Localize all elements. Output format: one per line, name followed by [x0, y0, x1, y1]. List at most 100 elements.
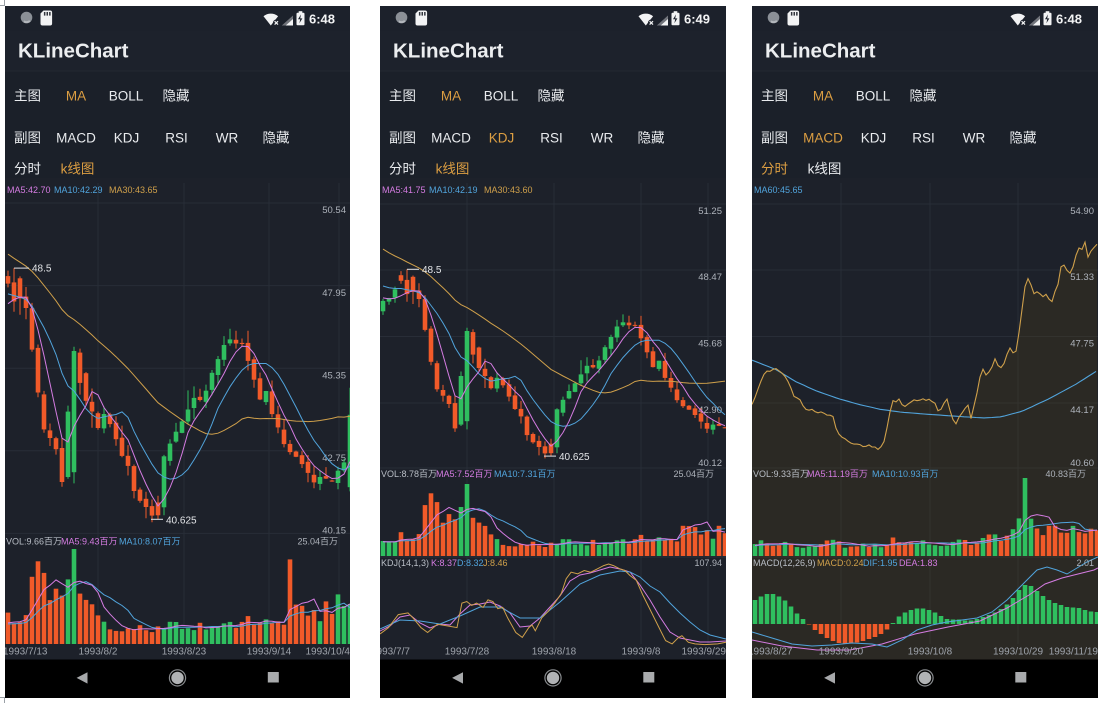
- svg-text:47.75: 47.75: [1070, 339, 1094, 350]
- svg-text:1993/7/7: 1993/7/7: [380, 647, 410, 658]
- svg-text:1993/8/18: 1993/8/18: [532, 647, 577, 658]
- svg-text:副图: 副图: [389, 131, 416, 146]
- svg-text:40.12: 40.12: [698, 458, 722, 469]
- svg-text:MA: MA: [441, 89, 461, 104]
- svg-text:1993/8/23: 1993/8/23: [162, 647, 207, 658]
- svg-text:分时: 分时: [14, 162, 41, 177]
- svg-text:40.625: 40.625: [559, 452, 590, 463]
- svg-text:1993/7/13: 1993/7/13: [5, 647, 48, 658]
- svg-text:隐藏: 隐藏: [538, 89, 566, 104]
- svg-text:KLineChart: KLineChart: [765, 40, 876, 63]
- svg-text:k线图: k线图: [61, 162, 95, 177]
- svg-text:KDJ: KDJ: [114, 131, 140, 146]
- svg-text:隐藏: 隐藏: [638, 131, 666, 146]
- svg-text:WR: WR: [216, 131, 239, 146]
- svg-text:KDJ(14,1,3): KDJ(14,1,3): [381, 558, 429, 568]
- svg-text:44.17: 44.17: [1070, 405, 1094, 416]
- svg-text:42.90: 42.90: [698, 405, 722, 416]
- svg-text:6:48: 6:48: [309, 12, 335, 27]
- svg-text:40.15: 40.15: [322, 526, 346, 537]
- svg-text:VOL:9.33百万: VOL:9.33百万: [753, 469, 809, 479]
- svg-text:1993/10/4: 1993/10/4: [306, 647, 351, 658]
- svg-text:50.54: 50.54: [322, 205, 346, 216]
- svg-text:MACD: MACD: [56, 131, 96, 146]
- svg-text:主图: 主图: [14, 89, 41, 104]
- svg-text:WR: WR: [963, 131, 986, 146]
- svg-text:WR: WR: [591, 131, 614, 146]
- svg-text:k线图: k线图: [436, 162, 470, 177]
- svg-text:40.60: 40.60: [1070, 458, 1094, 469]
- svg-text:48.5: 48.5: [422, 265, 442, 276]
- svg-text:副图: 副图: [761, 131, 788, 146]
- svg-text:1993/11/19: 1993/11/19: [1049, 647, 1098, 658]
- svg-text:主图: 主图: [389, 89, 416, 104]
- svg-text:MA: MA: [66, 89, 86, 104]
- svg-text:分时: 分时: [389, 162, 416, 177]
- svg-text:1993/9/20: 1993/9/20: [819, 647, 864, 658]
- svg-text:1993/10/29: 1993/10/29: [993, 647, 1043, 658]
- svg-text:隐藏: 隐藏: [1010, 131, 1038, 146]
- svg-text:48.47: 48.47: [698, 272, 722, 283]
- svg-text:KDJ: KDJ: [861, 131, 887, 146]
- svg-text:MA5:11.19百万: MA5:11.19百万: [807, 469, 868, 479]
- svg-text:BOLL: BOLL: [856, 89, 891, 104]
- svg-text:40.83百万: 40.83百万: [1045, 469, 1086, 479]
- svg-text:DEA:1.83: DEA:1.83: [899, 558, 938, 568]
- svg-text:51.33: 51.33: [1070, 272, 1094, 283]
- svg-text:107.94: 107.94: [694, 558, 722, 568]
- svg-text:隐藏: 隐藏: [263, 131, 290, 146]
- svg-text:分时: 分时: [761, 162, 788, 177]
- svg-text:VOL:8.78百万: VOL:8.78百万: [381, 469, 437, 479]
- svg-text:6:49: 6:49: [684, 12, 710, 27]
- svg-text:MA5:7.52百万: MA5:7.52百万: [436, 469, 493, 479]
- svg-text:45.35: 45.35: [322, 370, 346, 381]
- svg-text:2.01: 2.01: [1076, 558, 1094, 568]
- svg-text:BOLL: BOLL: [109, 89, 144, 104]
- svg-text:RSI: RSI: [912, 131, 935, 146]
- svg-text:MACD(12,26,9): MACD(12,26,9): [753, 558, 816, 568]
- svg-text:J:8.46: J:8.46: [483, 558, 508, 568]
- svg-text:MA5:42.70: MA5:42.70: [7, 185, 51, 195]
- svg-text:42.75: 42.75: [322, 453, 346, 464]
- svg-text:40.625: 40.625: [166, 515, 197, 526]
- svg-text:RSI: RSI: [540, 131, 563, 146]
- svg-text:K:8.37: K:8.37: [431, 558, 457, 568]
- svg-text:48.5: 48.5: [32, 264, 52, 275]
- svg-text:25.04百万: 25.04百万: [673, 469, 714, 479]
- svg-text:MA30:43.65: MA30:43.65: [109, 185, 158, 195]
- svg-text:1993/7/28: 1993/7/28: [445, 647, 490, 658]
- svg-text:25.04百万: 25.04百万: [297, 537, 338, 547]
- svg-text:1993/9/8: 1993/9/8: [622, 647, 661, 658]
- svg-text:6:48: 6:48: [1056, 12, 1082, 27]
- svg-text:1993/8/2: 1993/8/2: [79, 647, 118, 658]
- svg-text:45.68: 45.68: [698, 339, 722, 350]
- svg-text:MA10:42.29: MA10:42.29: [54, 185, 103, 195]
- svg-text:MA60:45.65: MA60:45.65: [754, 185, 803, 195]
- svg-text:MA30:43.60: MA30:43.60: [484, 185, 533, 195]
- svg-text:BOLL: BOLL: [484, 89, 519, 104]
- svg-text:1993/9/29: 1993/9/29: [682, 647, 727, 658]
- svg-text:1993/8/27: 1993/8/27: [752, 647, 793, 658]
- svg-text:MA10:7.31百万: MA10:7.31百万: [494, 469, 556, 479]
- svg-text:隐藏: 隐藏: [910, 89, 938, 104]
- svg-text:47.95: 47.95: [322, 288, 346, 299]
- svg-text:隐藏: 隐藏: [163, 89, 190, 104]
- svg-text:1993/10/8: 1993/10/8: [908, 647, 953, 658]
- svg-text:VOL:9.66百万: VOL:9.66百万: [6, 537, 62, 547]
- svg-text:MA10:10.93百万: MA10:10.93百万: [872, 469, 939, 479]
- svg-text:MA10:42.19: MA10:42.19: [429, 185, 478, 195]
- svg-text:MACD:0.24: MACD:0.24: [817, 558, 864, 568]
- svg-text:副图: 副图: [14, 131, 41, 146]
- svg-text:KDJ: KDJ: [489, 131, 515, 146]
- svg-text:MACD: MACD: [431, 131, 471, 146]
- svg-text:MA5:9.43百万: MA5:9.43百万: [61, 537, 118, 547]
- svg-text:KLineChart: KLineChart: [393, 40, 504, 63]
- svg-text:k线图: k线图: [808, 162, 842, 177]
- svg-text:MA5:41.75: MA5:41.75: [382, 185, 426, 195]
- svg-text:MA10:8.07百万: MA10:8.07百万: [119, 537, 181, 547]
- svg-text:主图: 主图: [761, 89, 788, 104]
- svg-text:D:8.32: D:8.32: [457, 558, 484, 568]
- svg-text:51.25: 51.25: [698, 206, 722, 217]
- svg-text:RSI: RSI: [165, 131, 188, 146]
- svg-text:DIF:1.95: DIF:1.95: [863, 558, 898, 568]
